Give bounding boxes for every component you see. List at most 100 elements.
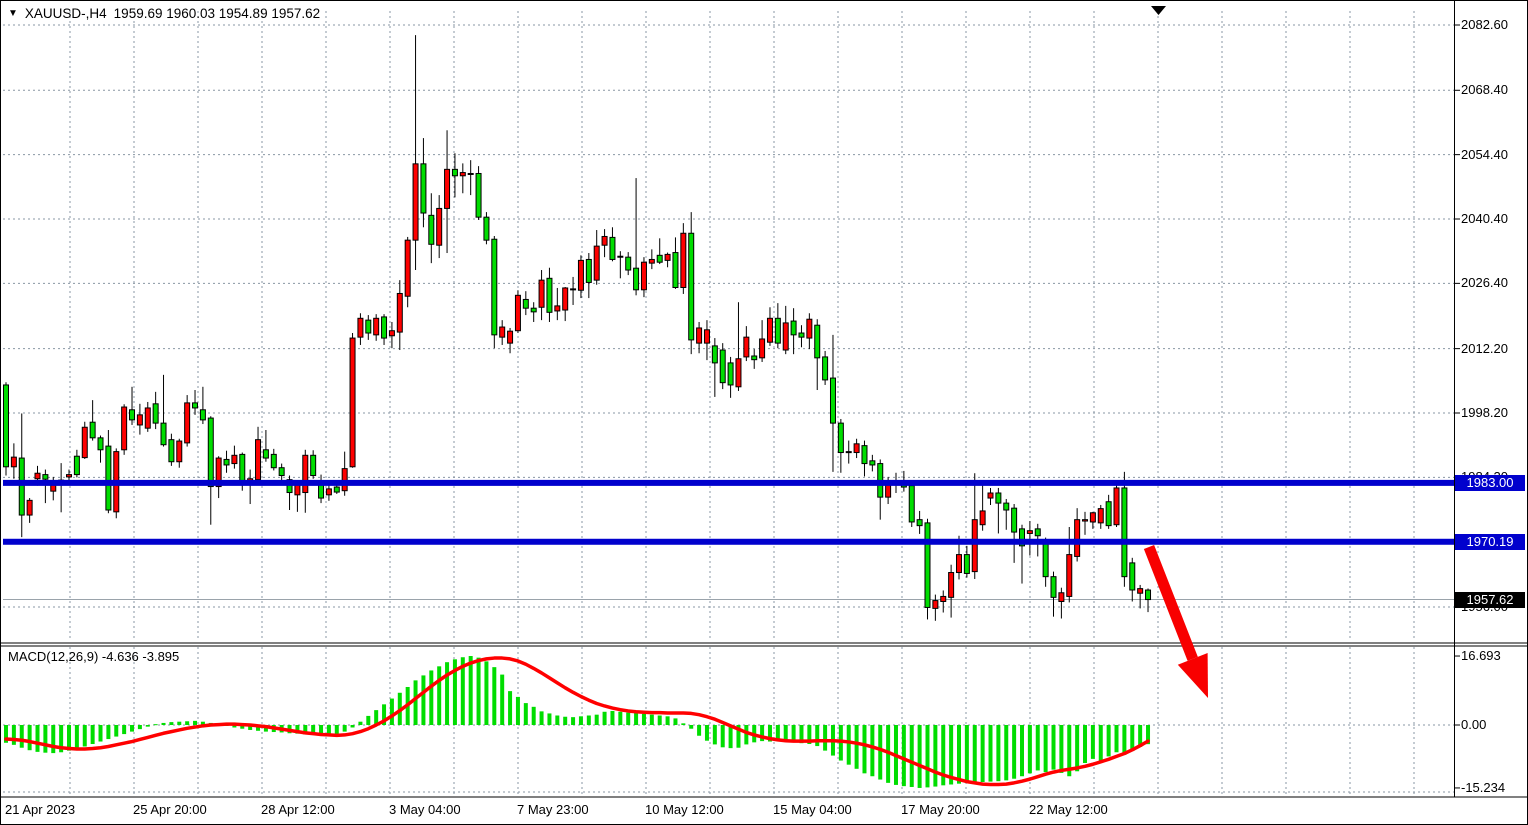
macd-bar — [807, 725, 812, 745]
macd-bar — [311, 725, 316, 735]
macd-bar — [452, 659, 457, 725]
macd-bar — [326, 725, 331, 735]
hline-1970.19[interactable] — [3, 538, 1454, 545]
macd-bar — [909, 725, 914, 787]
candle-down — [192, 402, 199, 409]
candle-up — [1082, 519, 1089, 522]
macd-bar — [342, 725, 347, 732]
macd-bar — [673, 718, 678, 725]
candle-down — [861, 445, 868, 465]
candle-down — [530, 307, 537, 313]
candle-up — [759, 338, 766, 359]
symbol-dropdown-icon[interactable]: ▼ — [8, 7, 18, 19]
candle-down — [1042, 542, 1049, 578]
candle-up — [640, 261, 647, 291]
macd-bar — [996, 725, 1001, 782]
candle-down — [451, 168, 458, 177]
candle-up — [538, 279, 545, 308]
candle-down — [239, 453, 246, 482]
price-axis-label: 2040.40 — [1461, 211, 1508, 226]
time-axis-label: 25 Apr 20:00 — [133, 802, 207, 817]
candle-up — [507, 330, 514, 344]
macd-bar — [586, 715, 591, 725]
candle-up — [853, 443, 860, 454]
macd-bar — [972, 725, 977, 783]
candle-down — [73, 455, 80, 476]
macd-bar — [1075, 725, 1080, 772]
macd-bar — [933, 725, 938, 787]
macd-bar — [185, 721, 190, 725]
trend-arrow[interactable] — [1143, 544, 1208, 698]
candle-up — [979, 510, 986, 526]
candle-down — [774, 317, 781, 344]
candle-down — [1034, 528, 1041, 537]
macd-bar — [626, 712, 631, 725]
macd-bar — [602, 711, 607, 725]
candle-down — [585, 258, 592, 283]
macd-bar — [130, 725, 135, 732]
candle-down — [420, 163, 427, 214]
candle-up — [412, 163, 419, 241]
macd-bar — [508, 691, 513, 725]
price-axis-label: 2068.40 — [1461, 82, 1508, 98]
candle-down — [105, 445, 112, 511]
macd-bar — [1114, 725, 1119, 753]
macd-bar — [563, 716, 568, 725]
candle-up — [577, 259, 584, 291]
hline-1983.00[interactable] — [3, 479, 1454, 486]
macd-bar — [161, 722, 166, 725]
candle-down — [924, 522, 931, 608]
macd-bar — [736, 725, 741, 748]
macd-bar — [500, 674, 505, 725]
candle-up — [1026, 530, 1033, 534]
candle-down — [475, 172, 482, 218]
macd-bar — [1122, 725, 1127, 755]
candle-up — [554, 305, 561, 312]
macd-bar — [1138, 725, 1143, 747]
candle-up — [388, 330, 395, 337]
candle-up — [357, 317, 364, 338]
macd-bar — [767, 725, 772, 742]
macd-bar — [1043, 725, 1048, 773]
candle-down — [908, 485, 915, 523]
candle-down — [1050, 576, 1057, 598]
macd-bar — [256, 725, 261, 731]
candle-up — [26, 499, 33, 516]
candle-up — [66, 474, 73, 478]
macd-bar — [1130, 725, 1135, 752]
candle-down — [3, 384, 9, 468]
candle-down — [829, 377, 836, 424]
macd-bar — [956, 725, 961, 784]
macd-bar — [689, 725, 694, 729]
macd-bar — [1098, 725, 1103, 761]
candle-down — [89, 421, 96, 439]
macd-bar — [11, 725, 16, 745]
macd-bar — [35, 725, 40, 752]
time-axis-label: 15 May 04:00 — [773, 802, 852, 817]
macd-bar — [775, 725, 780, 742]
macd-bar — [193, 720, 198, 725]
chart-title: ▼ XAUUSD-,H4 1959.69 1960.03 1954.89 195… — [8, 6, 320, 21]
candle-down — [207, 417, 214, 488]
candle-up — [1074, 519, 1081, 557]
macd-bar — [1090, 725, 1095, 759]
candle-down — [727, 362, 734, 386]
macd-bar — [1012, 725, 1017, 779]
price-axis-label: 1998.20 — [1461, 405, 1508, 420]
price-axis-label: 2082.60 — [1461, 17, 1508, 32]
macd-bar — [523, 703, 528, 725]
macd-bar — [98, 725, 103, 742]
candle-down — [625, 256, 632, 271]
candle-down — [617, 255, 624, 258]
candle-down — [381, 316, 388, 339]
grid-layer — [3, 11, 1454, 796]
macd-bar — [720, 725, 725, 748]
candle-down — [152, 403, 159, 424]
candle-up — [1137, 588, 1144, 594]
hline-objects[interactable] — [3, 479, 1454, 545]
macd-bar — [815, 725, 820, 747]
macd-bar — [67, 725, 72, 751]
candle-down — [199, 409, 206, 421]
